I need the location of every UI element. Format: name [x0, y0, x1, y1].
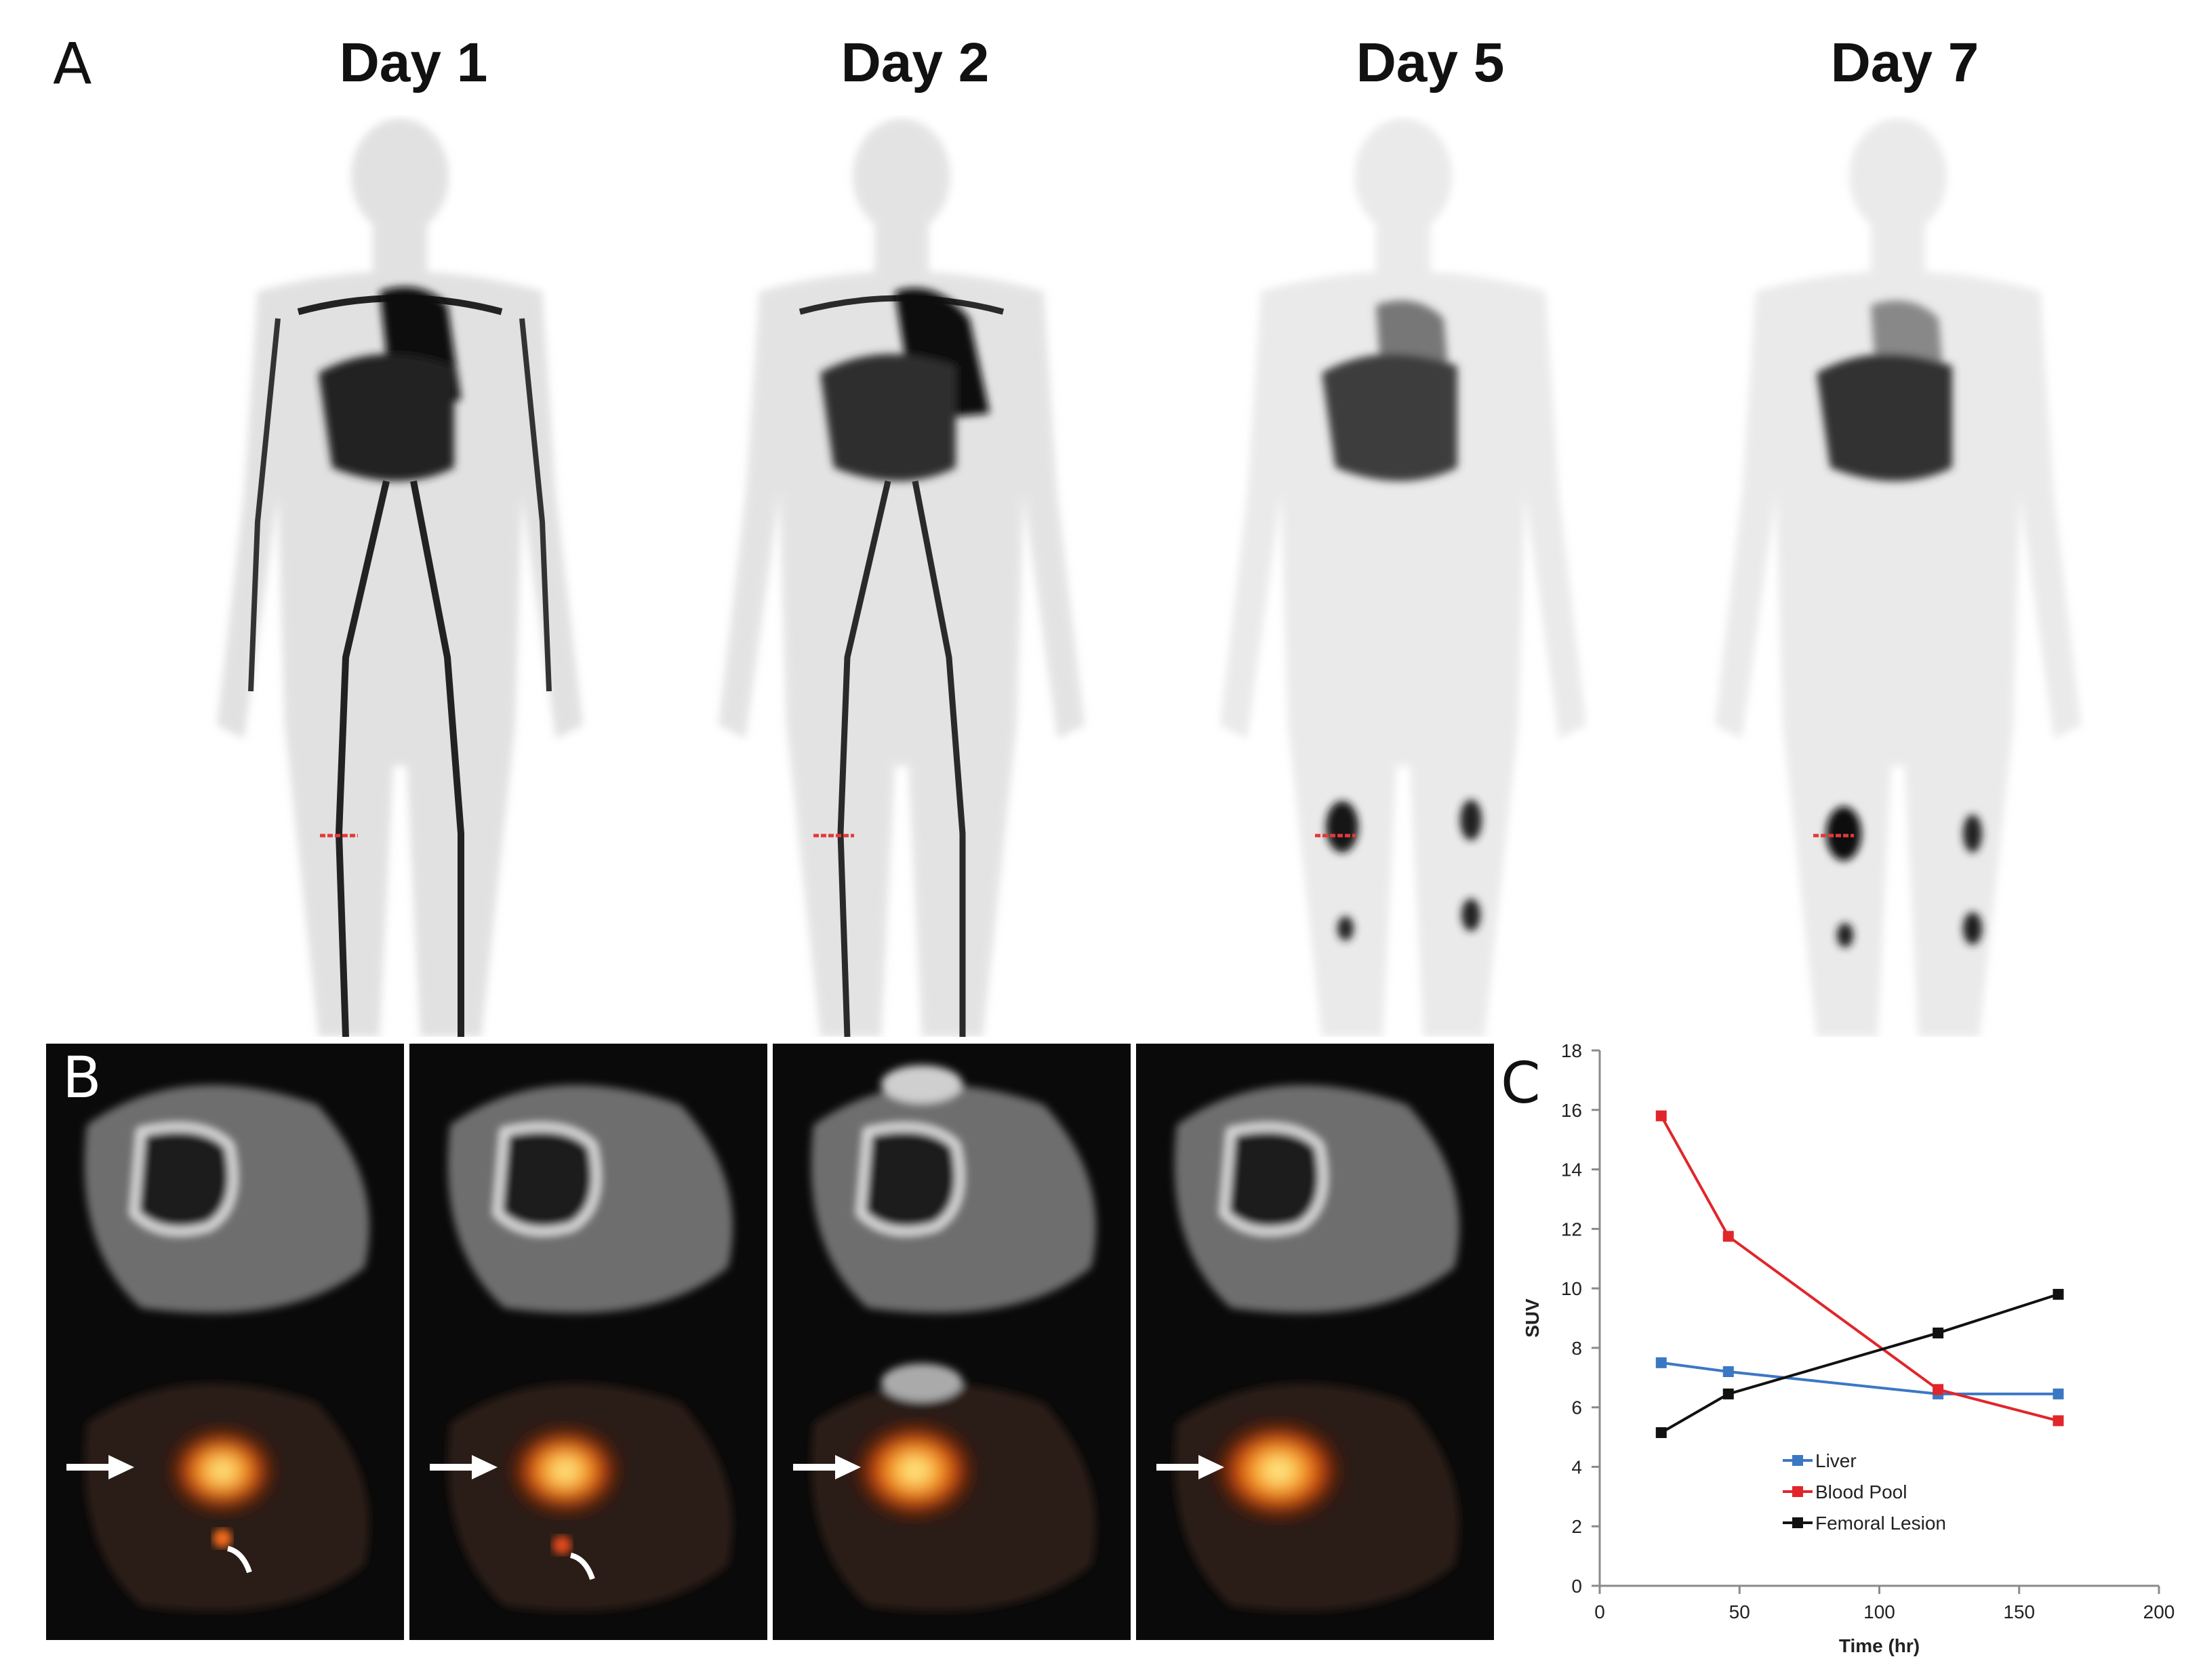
ct-pet-tile-2	[409, 1044, 767, 1640]
y-tick-label: 14	[1561, 1160, 1582, 1181]
liver-line	[1661, 1361, 2059, 1395]
liver-legend-label: Liver	[1815, 1450, 1857, 1471]
femoral-lesion-line	[1660, 1292, 2059, 1434]
y-tick-label: 8	[1571, 1338, 1582, 1359]
x-tick-label: 100	[1863, 1601, 1895, 1622]
blood-pool-legend-label: Blood Pool	[1815, 1481, 1907, 1502]
liver-point	[1655, 1357, 1667, 1368]
panel-a-letter: A	[53, 30, 92, 97]
y-tick-label: 12	[1561, 1218, 1582, 1239]
pet-mip-day-2	[719, 119, 1085, 1037]
blood-pool-point	[2053, 1415, 2064, 1427]
femoral-lesion-point	[1655, 1427, 1667, 1438]
pet-mip-day-7	[1715, 119, 2081, 1037]
chart-legend: Liver Blood Pool Femoral Lesion	[1783, 1450, 1946, 1534]
chart-axes: 0 2 4 6 8 10 12 14 16 18 0 50 100 150 200 Time (hr) SUV	[1522, 1040, 2175, 1656]
x-tick-label: 150	[2003, 1601, 2035, 1622]
liver-point	[2053, 1388, 2064, 1399]
y-tick-label: 18	[1561, 1040, 1582, 1061]
blood-pool-legend-marker	[1792, 1486, 1803, 1497]
femoral-lesion-point	[1722, 1388, 1734, 1399]
panel-c-letter: C	[1501, 1050, 1541, 1116]
y-tick-label: 16	[1561, 1100, 1582, 1121]
liver-legend-marker	[1792, 1455, 1803, 1466]
y-tick-label: 10	[1561, 1278, 1582, 1299]
pet-mip-day-1	[217, 119, 583, 1037]
blood-pool-point	[1722, 1231, 1734, 1242]
y-tick-label: 0	[1571, 1576, 1582, 1597]
femoral-lesion-legend-label: Femoral Lesion	[1815, 1513, 1946, 1534]
y-tick-label: 6	[1571, 1397, 1582, 1418]
x-tick-label: 50	[1729, 1601, 1750, 1622]
ct-pet-tile-4	[1136, 1044, 1494, 1640]
pet-mip-day-5	[1220, 119, 1586, 1037]
panel-b-letter: B	[62, 1044, 102, 1111]
femoral-lesion-point	[1933, 1327, 1944, 1338]
y-tick-label: 4	[1571, 1456, 1582, 1477]
day-7-label: Day 7	[1830, 32, 1979, 94]
x-axis-label: Time (hr)	[1839, 1635, 1920, 1656]
femoral-lesion-legend-marker	[1792, 1517, 1803, 1528]
blood-pool-line	[1660, 1115, 2059, 1422]
blood-pool-point	[1655, 1110, 1667, 1122]
x-tick-label: 200	[2143, 1601, 2175, 1622]
femoral-lesion-point	[2053, 1288, 2064, 1300]
blood-pool-point	[1933, 1384, 1944, 1395]
y-axis-label: SUV	[1522, 1298, 1543, 1338]
chart-series	[1655, 1110, 2064, 1438]
day-1-label: Day 1	[339, 32, 488, 94]
liver-point	[1722, 1366, 1734, 1377]
x-tick-label: 0	[1594, 1601, 1605, 1622]
day-5-label: Day 5	[1356, 32, 1505, 94]
y-tick-label: 2	[1571, 1516, 1582, 1537]
ct-pet-tile-1	[46, 1044, 404, 1640]
day-2-label: Day 2	[841, 32, 990, 94]
ct-pet-tile-3	[773, 1044, 1131, 1640]
